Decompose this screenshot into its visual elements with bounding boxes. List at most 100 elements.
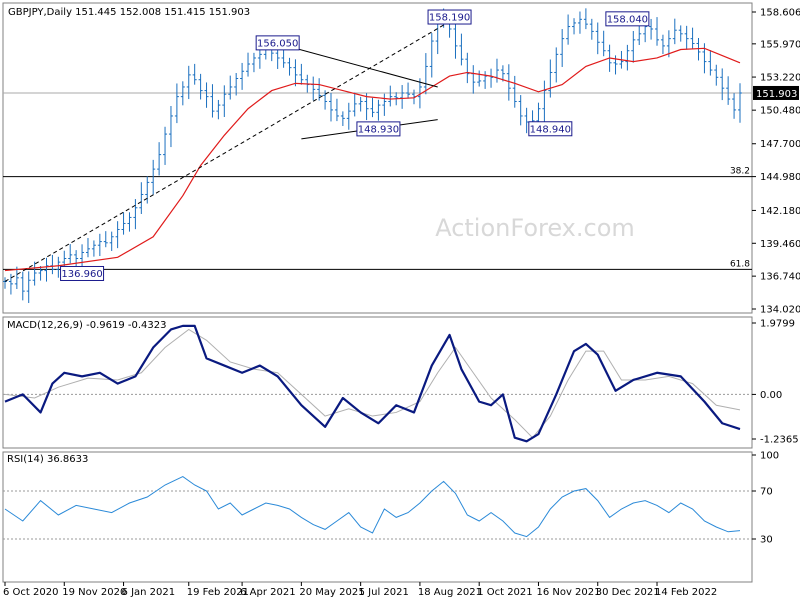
ohlc-bar — [329, 92, 334, 122]
ohlc-bar — [417, 78, 422, 109]
price-annotation-box — [356, 121, 401, 137]
price-y-tick-label: 139.460 — [760, 239, 800, 250]
ohlc-bar — [14, 266, 19, 290]
price-y-tick-label: 150.480 — [760, 106, 800, 117]
ohlc-bar — [180, 81, 185, 106]
ohlc-bar — [299, 63, 304, 85]
price-annotation-box — [528, 121, 573, 137]
ohlc-bar — [240, 62, 245, 90]
rsi-panel-frame — [2, 451, 753, 583]
price-y-tick-label: 147.700 — [760, 139, 800, 150]
fibonacci-level-label: 38.2 — [730, 167, 750, 177]
ohlc-bar — [376, 99, 381, 121]
ohlc-bar — [281, 46, 286, 68]
price-annotation: 158.190 — [427, 9, 472, 25]
ohlc-bar — [696, 37, 701, 61]
ohlc-bar — [684, 25, 689, 50]
price-y-tick-label: 155.970 — [760, 39, 800, 50]
x-tick-label: 14 Feb 2022 — [655, 587, 717, 598]
ohlc-bar — [678, 25, 683, 42]
ohlc-bar — [708, 50, 713, 76]
ohlc-bar — [204, 82, 209, 108]
ohlc-bar — [3, 277, 7, 289]
ohlc-bar — [494, 58, 499, 83]
ohlc-bar — [198, 73, 203, 100]
price-y-tick-label: 144.980 — [760, 172, 800, 183]
ohlc-bar — [80, 244, 85, 270]
ohlc-bar — [690, 27, 695, 49]
macd-panel-frame — [2, 316, 753, 449]
chart-header: GBPJPY,Daily 151.445 152.008 151.415 151… — [8, 7, 250, 18]
ohlc-bar — [346, 102, 351, 130]
ohlc-bar — [660, 34, 665, 55]
ohlc-bar — [50, 254, 55, 275]
ohlc-bar — [246, 52, 251, 77]
ohlc-bar — [234, 73, 239, 96]
ohlc-bar — [334, 98, 339, 122]
ohlc-bar — [127, 212, 132, 232]
ohlc-bar — [139, 182, 144, 214]
fibonacci-level-label: 61.8 — [730, 259, 750, 269]
ohlc-bar — [364, 93, 369, 121]
ohlc-bar — [625, 44, 630, 71]
price-annotation-label: 148.930 — [358, 124, 399, 135]
ohlc-bar — [133, 199, 138, 230]
ohlc-bar — [311, 76, 316, 101]
ohlc-bar — [423, 53, 428, 95]
watermark: ActionForex.com — [435, 214, 635, 242]
macd-line — [4, 324, 741, 443]
ohlc-bar — [601, 30, 606, 57]
ohlc-bar — [115, 221, 120, 249]
ohlc-bar — [145, 176, 150, 204]
ohlc-bar — [121, 212, 126, 235]
ohlc-bar — [352, 92, 357, 117]
ohlc-bar — [512, 75, 517, 108]
ohlc-bar — [91, 240, 96, 257]
ohlc-bar — [68, 244, 73, 264]
macd-signal-line — [4, 328, 741, 439]
rsi-y-tick-label: 70 — [760, 487, 773, 498]
ohlc-bar — [506, 64, 511, 101]
ohlc-bar — [500, 65, 505, 82]
ohlc-bar — [323, 90, 328, 110]
rsi-y-tick-label: 30 — [760, 535, 773, 546]
ohlc-bar — [192, 63, 197, 85]
ohlc-bar — [572, 18, 577, 35]
rsi-line — [4, 476, 741, 538]
ohlc-bar — [518, 95, 523, 126]
ohlc-bar — [56, 256, 61, 278]
ohlc-bar — [637, 22, 642, 45]
ohlc-bar — [406, 82, 411, 99]
price-annotation-label: 158.040 — [607, 14, 648, 25]
price-annotation-box — [605, 11, 650, 27]
ohlc-bar — [157, 142, 162, 176]
ohlc-bar — [738, 83, 742, 123]
ohlc-bar — [85, 238, 90, 258]
ohlc-bar — [151, 159, 156, 195]
price-y-tick-label: 134.020 — [760, 305, 800, 316]
ohlc-bar — [577, 11, 582, 34]
ohlc-bar — [726, 76, 731, 105]
ohlc-bar — [453, 19, 458, 59]
price-annotation: 156.050 — [255, 35, 300, 51]
ohlc-bar — [566, 14, 571, 45]
ohlc-bar — [554, 47, 559, 83]
x-tick-label: 19 Nov 2020 — [62, 587, 126, 598]
ohlc-bar — [293, 59, 298, 87]
ohlc-bar — [222, 85, 227, 117]
price-annotation-label: 156.050 — [257, 38, 298, 49]
x-tick-label: 19 Feb 2021 — [187, 587, 249, 598]
price-annotation: 148.940 — [528, 121, 573, 137]
price-annotation: 158.040 — [605, 11, 650, 27]
rsi-y-tick-label: 100 — [760, 451, 779, 462]
price-y-tick-label: 136.740 — [760, 272, 800, 283]
ohlc-bar — [97, 233, 102, 257]
ohlc-bar — [655, 17, 660, 46]
ohlc-bar — [317, 78, 322, 101]
moving-average-line — [4, 47, 741, 272]
ohlc-bar — [595, 22, 600, 55]
ohlc-bar — [44, 257, 49, 282]
ohlc-bar — [589, 18, 594, 40]
